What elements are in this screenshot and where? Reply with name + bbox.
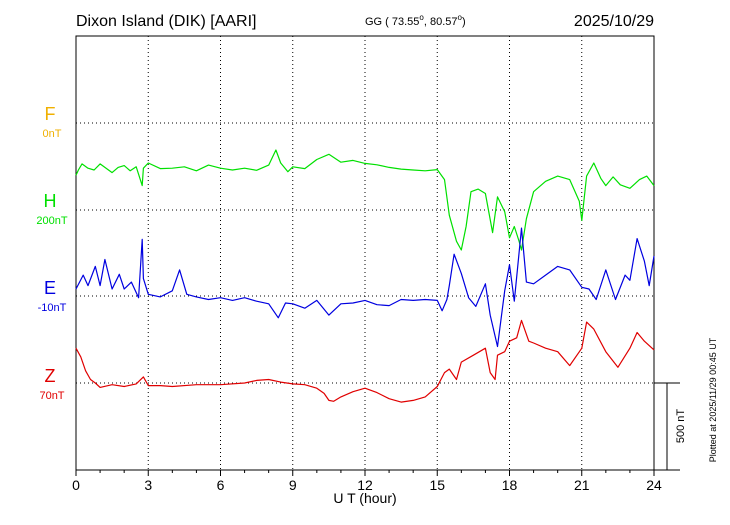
channel-name-Z: Z <box>45 366 56 386</box>
x-tick-label-6: 6 <box>217 477 225 493</box>
coordinates-lon: , 80.57 <box>424 16 458 28</box>
channel-baseline-F: 0nT <box>43 128 62 140</box>
channel-name-E: E <box>44 278 56 298</box>
channel-name-F: F <box>45 104 56 124</box>
degree-sign-lat: o <box>419 13 424 22</box>
chart-date: 2025/10/29 <box>574 13 654 30</box>
trace-Z <box>75 319 655 403</box>
coordinates-lat: GG ( 73.55 <box>365 16 419 28</box>
plotted-at-note: Plotted at 2025/11/29 00:45 UT <box>708 337 718 462</box>
scale-bar-label: 500 nT <box>675 409 687 444</box>
coordinates-end: ) <box>462 16 466 28</box>
channel-name-H: H <box>44 191 57 211</box>
x-tick-label-15: 15 <box>429 477 445 493</box>
channel-baseline-E: -10nT <box>38 302 67 314</box>
x-axis: 0 3 6 9 12 15 18 21 24 <box>72 470 662 493</box>
channel-baseline-H: 200nT <box>36 215 67 227</box>
vertical-grid <box>147 36 583 470</box>
traces <box>75 149 655 403</box>
coordinates: GG ( 73.55o, 80.57o) <box>365 13 466 28</box>
station-title: Dixon Island (DIK) [AARI] <box>76 13 257 30</box>
x-tick-label-24: 24 <box>646 477 662 493</box>
x-tick-label-9: 9 <box>289 477 297 493</box>
scale-bar: 500 nT <box>654 382 687 471</box>
channel-labels: F 0nT H 200nT E -10nT Z 70nT <box>36 104 67 402</box>
trace-H <box>75 149 655 251</box>
channel-baseline-Z: 70nT <box>39 390 64 402</box>
x-tick-label-3: 3 <box>144 477 152 493</box>
x-tick-label-0: 0 <box>72 477 80 493</box>
trace-E <box>75 227 655 348</box>
x-axis-label: U T (hour) <box>333 490 396 506</box>
horizontal-grid <box>76 122 654 384</box>
x-tick-label-21: 21 <box>574 477 590 493</box>
x-tick-label-18: 18 <box>502 477 518 493</box>
degree-sign-lon: o <box>458 13 463 22</box>
x-tick-label-12: 12 <box>357 477 373 493</box>
